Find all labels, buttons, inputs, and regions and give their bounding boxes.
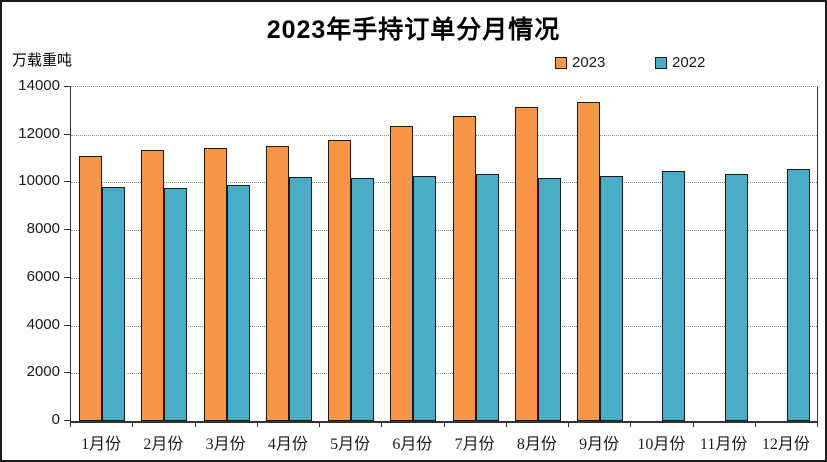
bar-2023-7月份 (452, 115, 476, 421)
y-tick-label-6000: 6000 (26, 267, 60, 285)
bar-2022-9月份 (600, 175, 624, 421)
x-category-label-2月份: 2月份 (143, 436, 184, 453)
bar-2022-12月份 (786, 169, 810, 421)
bar-2023-9月份 (577, 101, 601, 421)
y-tick-mark-0 (64, 420, 70, 421)
x-category-label-6月份: 6月份 (392, 436, 433, 453)
y-tick-label-2000: 2000 (26, 363, 60, 381)
x-tick-mark-6 (443, 422, 445, 427)
bar-2022-4月份 (288, 177, 312, 421)
bar-2023-2月份 (141, 149, 165, 421)
x-tick-mark-9 (630, 422, 632, 427)
y-tick-label-12000: 12000 (18, 124, 60, 142)
x-category-label-9月份: 9月份 (579, 436, 620, 453)
x-tick-mark-5 (381, 422, 383, 427)
y-tick-label-0: 0 (51, 411, 60, 428)
bar-2022-10月份 (662, 171, 686, 421)
bar-2023-6月份 (390, 125, 414, 421)
bar-2022-1月份 (102, 186, 126, 421)
y-tick-label-4000: 4000 (26, 315, 60, 333)
x-tick-mark-8 (568, 422, 569, 427)
y-tick-mark-14000 (64, 86, 70, 87)
x-tick-mark-7 (505, 422, 507, 427)
bar-2022-8月份 (537, 178, 561, 421)
x-tick-mark-1 (132, 422, 134, 427)
gridline-12000 (71, 134, 817, 136)
bar-2022-2月份 (164, 187, 188, 421)
gridline-8000 (71, 230, 817, 232)
bar-2022-7月份 (475, 174, 499, 421)
x-category-label-11月份: 11月份 (699, 436, 748, 453)
y-tick-label-14000: 14000 (18, 77, 60, 94)
bar-2022-3月份 (226, 184, 250, 421)
x-tick-mark-12 (817, 422, 818, 427)
x-tick-mark-4 (319, 422, 320, 427)
legend-swatch-2023 (555, 56, 567, 69)
x-tick-mark-3 (256, 422, 258, 427)
chart-title: 2023年手持订单分月情况 (266, 16, 561, 44)
y-tick-mark-2000 (64, 372, 70, 374)
x-tick-mark-2 (194, 422, 196, 427)
x-category-label-7月份: 7月份 (454, 436, 495, 453)
x-tick-mark-10 (692, 422, 694, 427)
x-category-label-10月份: 10月份 (637, 436, 686, 453)
x-tick-mark-0 (70, 422, 71, 427)
legend-label-2022: 2022 (672, 54, 706, 71)
bar-2022-5月份 (351, 177, 375, 421)
bar-2022-6月份 (413, 176, 437, 421)
bar-2023-1月份 (79, 155, 103, 421)
legend-label-2023: 2023 (572, 54, 606, 71)
gridline-4000 (71, 325, 817, 327)
bar-2022-11月份 (724, 173, 748, 421)
x-category-label-12月份: 12月份 (761, 436, 810, 453)
plot-area (70, 86, 818, 423)
gridline-6000 (71, 277, 817, 279)
y-tick-label-8000: 8000 (26, 220, 60, 238)
legend-item-2023: 2023 (555, 54, 605, 71)
legend-item-2022: 2022 (655, 54, 705, 71)
x-tick-mark-11 (754, 422, 756, 427)
x-category-label-8月份: 8月份 (516, 436, 557, 453)
bar-2023-4月份 (265, 146, 289, 421)
legend-swatch-2022 (655, 56, 667, 69)
gridline-2000 (71, 373, 817, 375)
x-category-label-3月份: 3月份 (205, 436, 246, 453)
bar-2023-8月份 (514, 107, 538, 421)
bar-2023-3月份 (203, 147, 227, 421)
gridline-10000 (71, 182, 817, 184)
bar-2023-5月份 (328, 139, 352, 421)
y-tick-mark-8000 (64, 229, 70, 231)
x-category-label-5月份: 5月份 (330, 436, 371, 453)
x-category-label-1月份: 1月份 (81, 436, 122, 453)
x-category-label-4月份: 4月份 (267, 436, 308, 453)
y-tick-mark-4000 (64, 324, 70, 326)
y-tick-label-10000: 10000 (18, 172, 60, 190)
y-tick-mark-6000 (64, 276, 70, 278)
y-tick-mark-10000 (64, 181, 70, 183)
y-tick-mark-12000 (64, 133, 70, 135)
y-axis-unit-label: 万载重吨 (12, 52, 73, 69)
